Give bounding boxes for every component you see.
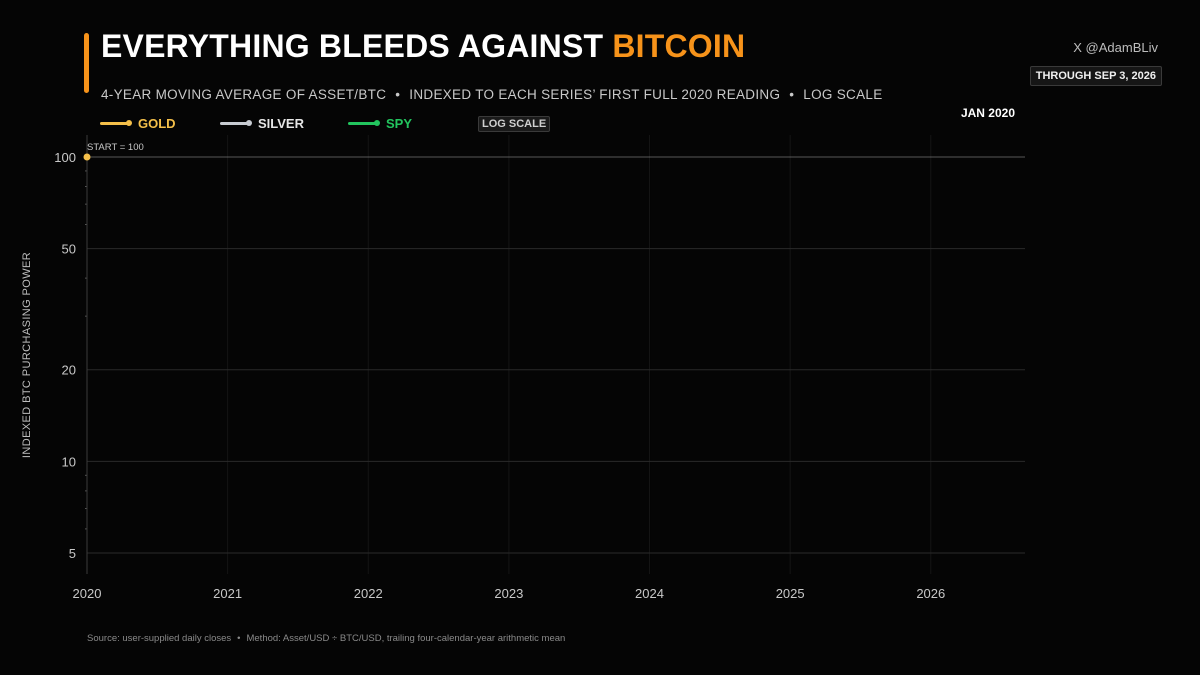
x-tick-label: 2022 — [354, 586, 383, 601]
y-tick-label: 100 — [54, 150, 76, 165]
legend-item-spy[interactable]: SPY — [348, 116, 412, 131]
x-tick-label: 2020 — [73, 586, 102, 601]
footer-method: Method: Asset/USD ÷ BTC/USD, trailing fo… — [246, 633, 566, 644]
legend-item-silver[interactable]: SILVER — [220, 116, 304, 131]
subtitle-separator: • — [395, 87, 401, 102]
legend-label-spy: SPY — [386, 116, 413, 131]
current-date-label: JAN 2020 — [960, 106, 1015, 120]
x-tick-label: 2024 — [635, 586, 664, 601]
title-accent-bar — [84, 33, 89, 93]
y-tick-label: 10 — [62, 454, 76, 469]
chart-subtitle: 4-YEAR MOVING AVERAGE OF ASSET/BTC • INDEX… — [101, 87, 883, 102]
x-tick-label: 2026 — [916, 586, 945, 601]
subtitle-separator: • — [789, 87, 795, 102]
x-tick-label: 2023 — [494, 586, 523, 601]
subtitle-part-2: INDEXED TO EACH SERIES’ FIRST FULL 2020 … — [409, 87, 781, 102]
through-date-badge: THROUGH SEP 3, 2026 — [1029, 66, 1162, 86]
y-tick-label: 5 — [69, 546, 76, 561]
legend-label-gold: GOLD — [138, 116, 176, 131]
subtitle-part-1: 4-YEAR MOVING AVERAGE OF ASSET/BTC — [101, 87, 387, 102]
subtitle-part-3: LOG SCALE — [803, 87, 883, 102]
legend-swatch-spy — [348, 120, 380, 126]
data-point-gold — [83, 153, 91, 161]
legend-swatch-gold — [100, 120, 132, 126]
baseline-label: START = 100 — [87, 142, 144, 153]
footer-source: Source: user-supplied daily closes — [87, 633, 232, 644]
chart-title: EVERYTHING BLEEDS AGAINST BITCOIN — [101, 28, 745, 65]
x-tick-label: 2021 — [213, 586, 242, 601]
title-main: EVERYTHING BLEEDS AGAINST — [101, 28, 613, 64]
title-highlight: BITCOIN — [612, 28, 746, 64]
chart-footer: Source: user-supplied daily closes • Metho… — [87, 633, 565, 644]
y-axis-label: INDEXED BTC PURCHASING POWER — [21, 252, 33, 458]
legend-label-silver: SILVER — [258, 116, 304, 131]
legend-item-gold[interactable]: GOLD — [100, 116, 176, 131]
log-scale-badge[interactable]: LOG SCALE — [478, 116, 551, 132]
y-tick-label: 20 — [62, 363, 76, 378]
legend-swatch-silver — [220, 120, 252, 126]
y-tick-label: 50 — [62, 242, 76, 257]
author-handle[interactable]: X @AdamBLiv — [1073, 40, 1158, 55]
footer-separator: • — [237, 633, 241, 644]
x-tick-label: 2025 — [776, 586, 805, 601]
